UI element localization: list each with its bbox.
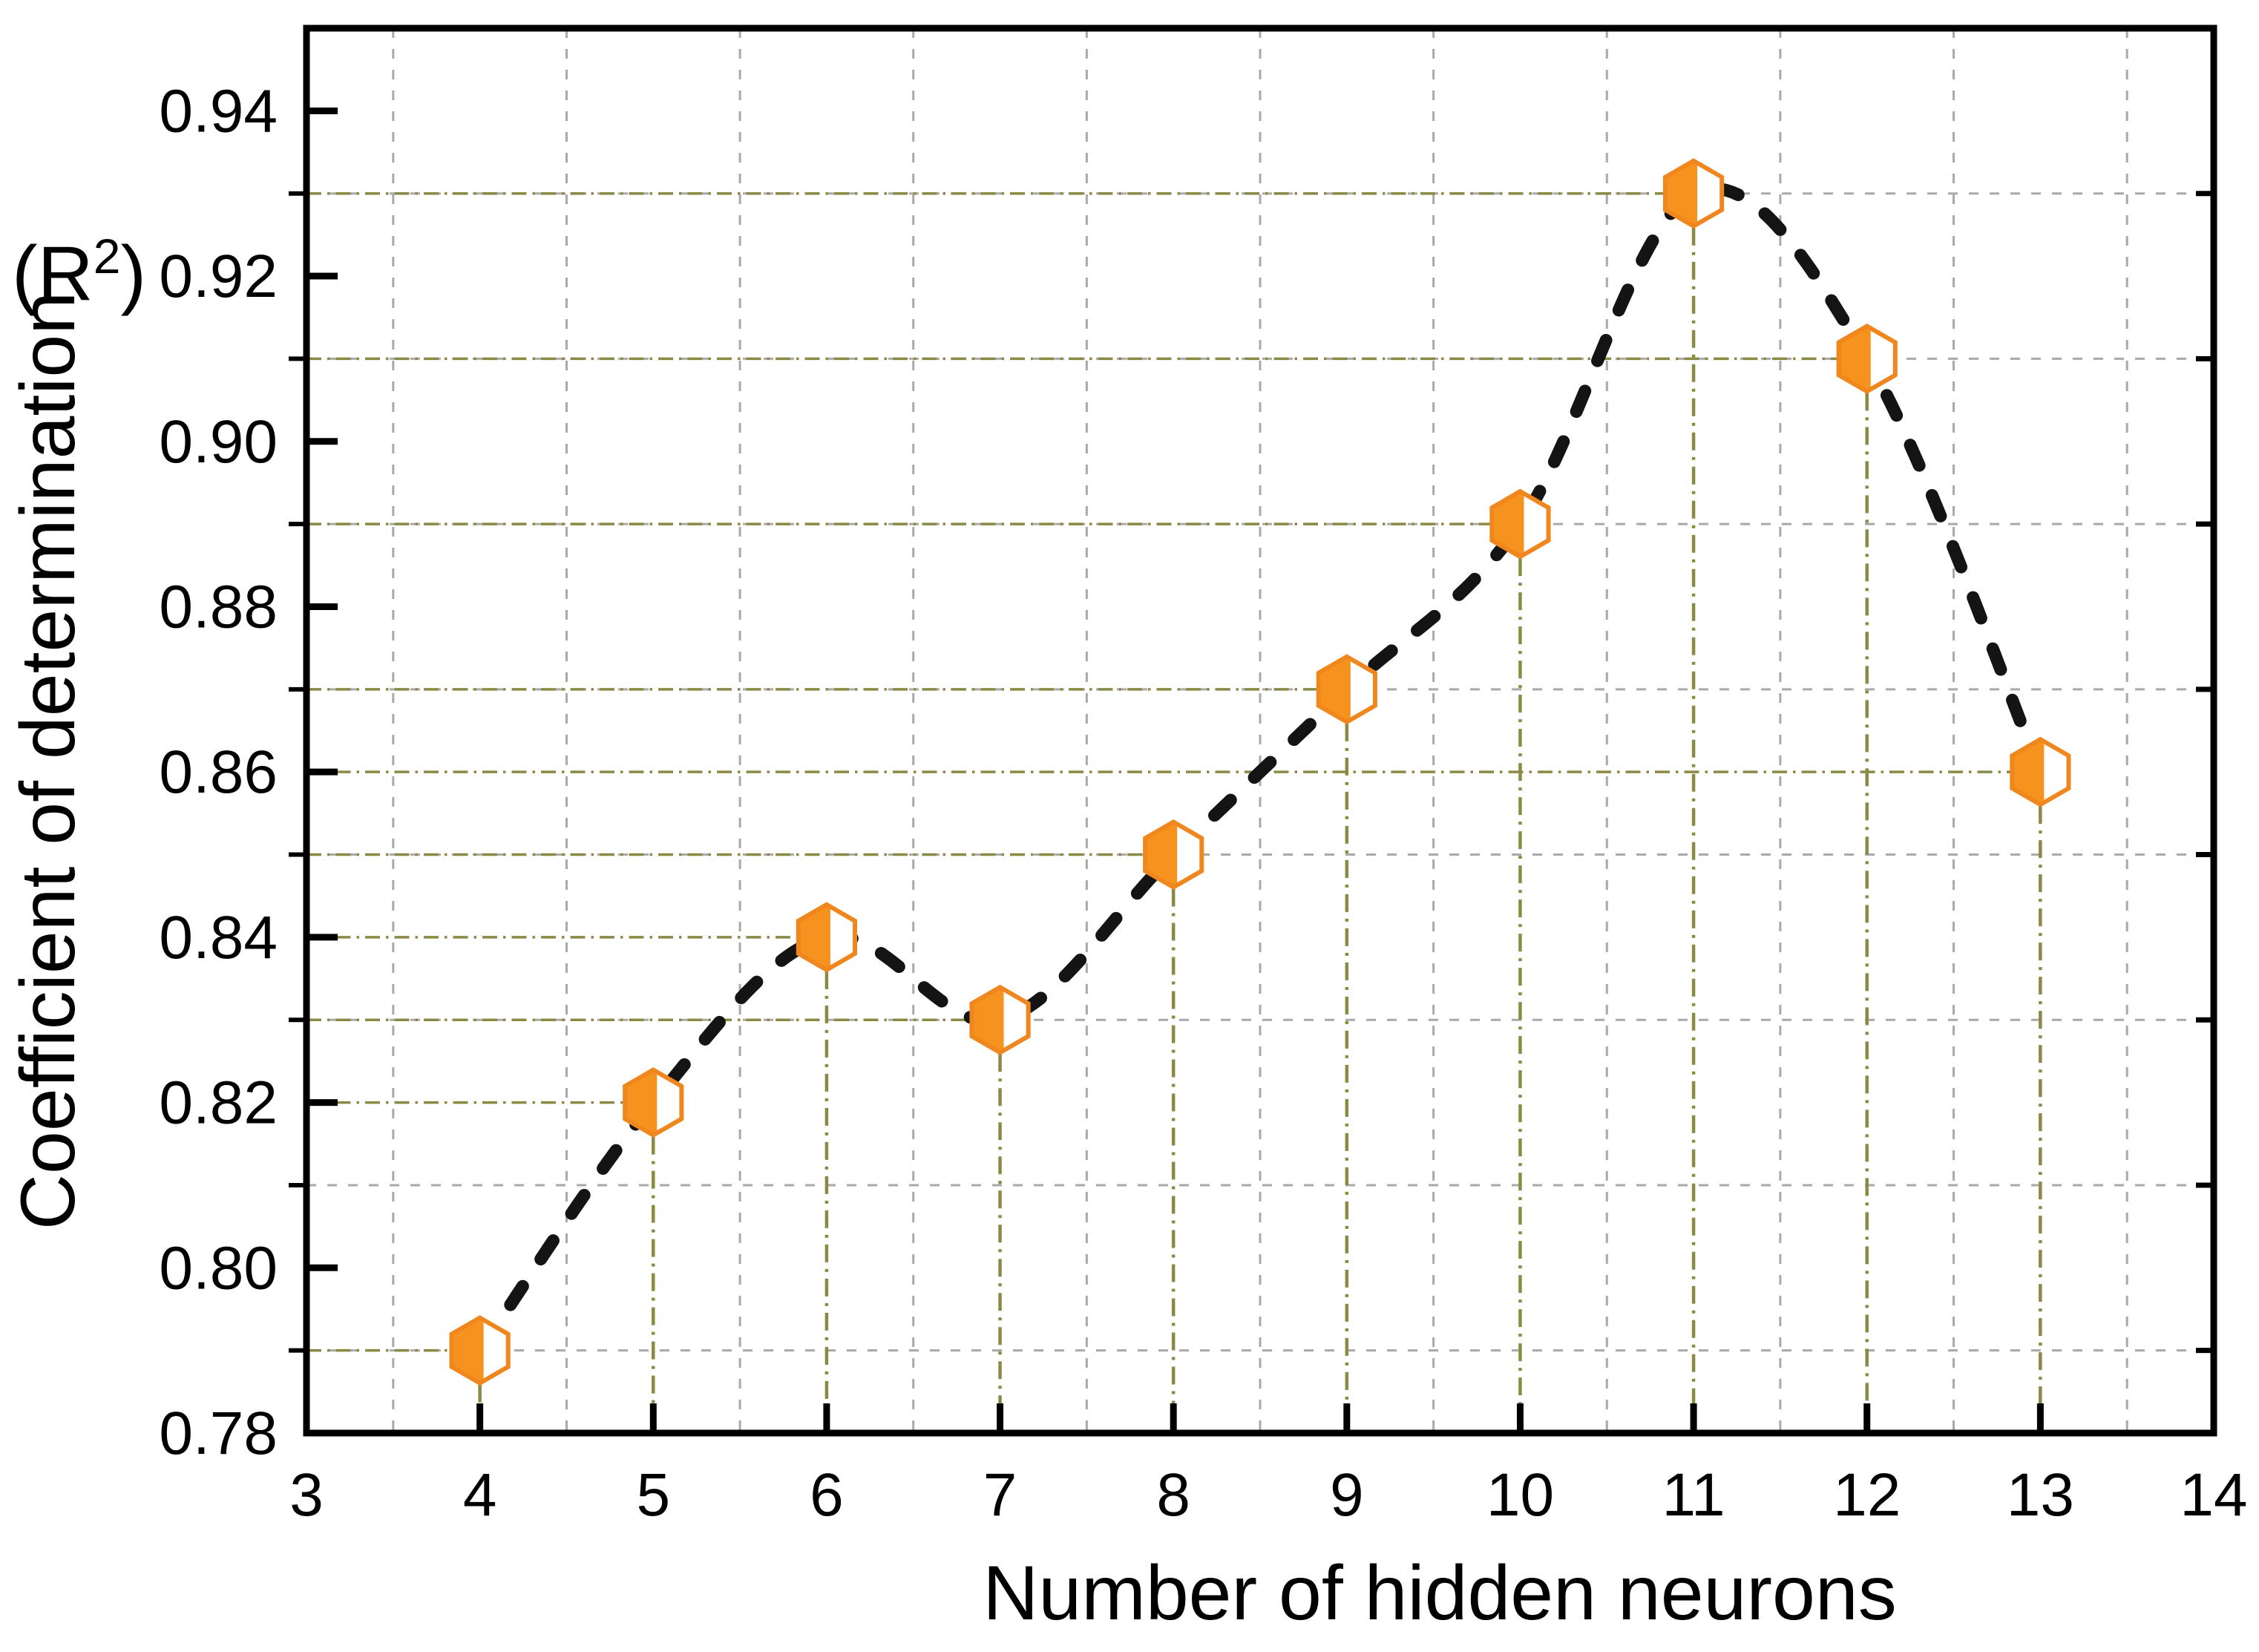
- x-tick-label: 4: [463, 1461, 497, 1529]
- data-point-marker: [1316, 654, 1377, 725]
- marker-hexagon-outline: [1143, 819, 1204, 890]
- marker-hexagon-outline: [2010, 736, 2071, 807]
- y-axis-unit-superscript: 2: [94, 229, 121, 283]
- marker-hexagon-outline: [1316, 654, 1377, 725]
- data-point-marker: [796, 902, 858, 973]
- y-tick-label: 0.88: [159, 573, 278, 640]
- minor-grid-lines: [306, 28, 2214, 1433]
- y-tick-label: 0.84: [159, 904, 278, 971]
- data-point-marker: [1143, 819, 1204, 890]
- x-tick-label: 6: [810, 1461, 844, 1529]
- marker-hexagon-outline: [969, 984, 1031, 1055]
- y-tick-label: 0.80: [159, 1234, 278, 1302]
- y-tick-label: 0.82: [159, 1069, 278, 1137]
- data-curve: [473, 182, 2047, 1357]
- x-tick-label: 8: [1156, 1461, 1190, 1529]
- x-tick-label: 3: [289, 1461, 324, 1529]
- y-tick-labels: 0.78 0.80 0.82 0.84 0.86 0.88 0.90 0.92 0.94: [159, 77, 278, 1467]
- marker-hexagon-half-fill: [798, 904, 830, 970]
- marker-hexagon-half-fill: [971, 987, 1004, 1053]
- marker-hexagon-half-fill: [1145, 822, 1178, 888]
- marker-hexagon-outline: [796, 902, 858, 973]
- x-tick-label: 11: [1662, 1461, 1725, 1529]
- marker-hexagon-outline: [1836, 323, 1898, 394]
- data-point-marker: [2010, 736, 2071, 807]
- marker-hexagon-outline: [623, 1067, 684, 1138]
- data-point-marker: [1489, 488, 1551, 560]
- marker-hexagon-outline: [1489, 488, 1551, 560]
- y-tick-label: 0.90: [159, 408, 278, 476]
- data-point-marker: [623, 1067, 684, 1138]
- marker-hexagon-outline: [1662, 158, 1725, 229]
- y-tick-label: 0.86: [159, 738, 278, 806]
- marker-hexagon-half-fill: [625, 1069, 658, 1135]
- marker-hexagon-outline: [449, 1315, 511, 1386]
- y-axis-unit-suffix: ): [120, 231, 146, 317]
- marker-hexagon-half-fill: [2012, 739, 2045, 805]
- x-tick-label: 10: [1486, 1461, 1554, 1529]
- x-tick-label: 5: [636, 1461, 670, 1529]
- x-tick-label: 12: [1833, 1461, 1901, 1529]
- x-tick-label: 14: [2180, 1461, 2247, 1529]
- x-tick-labels: 3 4 5 6 7 8 9 10 11 12 13 14: [289, 1461, 2247, 1529]
- y-tick-label: 0.92: [159, 243, 278, 310]
- x-axis-title: Number of hidden neurons: [983, 1550, 1896, 1636]
- y-tick-label: 0.94: [159, 77, 278, 145]
- axis-ticks: [289, 107, 2217, 1437]
- x-tick-label: 7: [983, 1461, 1017, 1529]
- data-point-marker: [969, 984, 1031, 1055]
- y-axis-unit-label: (R2): [12, 229, 146, 317]
- marker-hexagon-half-fill: [1318, 656, 1351, 722]
- data-markers: [449, 158, 2071, 1386]
- marker-hexagon-half-fill: [1665, 160, 1698, 226]
- marker-hexagon-half-fill: [1492, 491, 1524, 557]
- plot-frame: [303, 24, 2217, 1437]
- drop-lines: [306, 191, 2042, 1433]
- y-tick-label: 0.78: [159, 1400, 278, 1467]
- y-axis-title: Coefficient of determination: [5, 292, 91, 1230]
- x-tick-label: 13: [2007, 1461, 2074, 1529]
- marker-hexagon-half-fill: [1838, 326, 1871, 392]
- data-point-marker: [449, 1315, 511, 1386]
- y-axis-unit-prefix: (R: [12, 231, 94, 317]
- x-tick-label: 9: [1330, 1461, 1364, 1529]
- data-point-marker: [1662, 158, 1725, 229]
- data-point-marker: [1836, 323, 1898, 394]
- marker-hexagon-half-fill: [451, 1317, 484, 1383]
